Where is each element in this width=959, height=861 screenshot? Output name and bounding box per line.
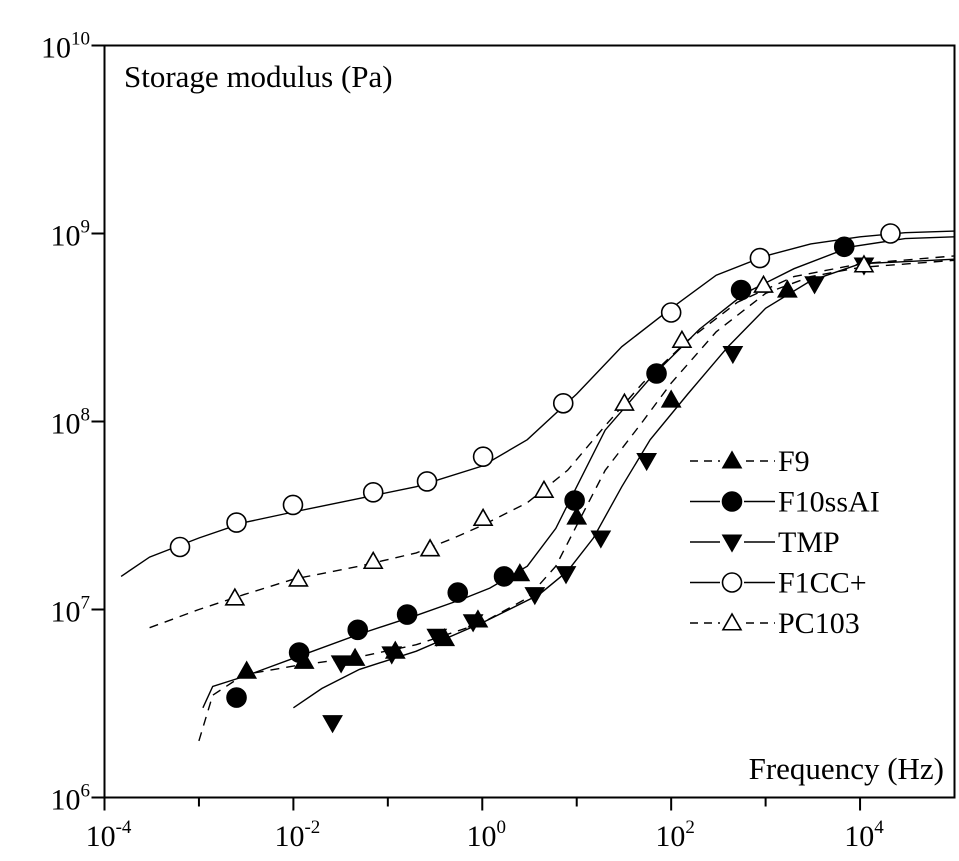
point-tmp-8 xyxy=(636,452,658,472)
point-tmp-6 xyxy=(555,566,577,585)
point-tmp-10 xyxy=(804,276,825,295)
point-tmp-0 xyxy=(322,715,343,734)
x-tick-label-4: 104 xyxy=(844,817,884,853)
point-f10ssai-7 xyxy=(646,363,667,384)
legend-marker-pc103 xyxy=(721,612,743,631)
legend-label-pc103: PC103 xyxy=(778,607,860,640)
point-f10ssai-3 xyxy=(396,604,418,625)
y-tick-label-8: 108 xyxy=(51,405,91,441)
legend-marker-f10ssai xyxy=(721,491,743,512)
point-pc103-8 xyxy=(753,274,774,293)
point-f1cc-2 xyxy=(282,494,304,516)
point-tmp-9 xyxy=(722,345,744,365)
point-tmp-7 xyxy=(590,530,612,549)
point-f1cc-7 xyxy=(660,302,682,323)
point-pc103-4 xyxy=(472,507,494,527)
legend-marker-f1cc xyxy=(721,572,743,593)
legend-item-f10ssai: F10ssAI xyxy=(690,486,880,519)
point-f10ssai-5 xyxy=(493,566,515,587)
legend-item-f1cc: F1CC+ xyxy=(690,567,867,600)
point-f1cc-5 xyxy=(472,446,494,467)
point-f1cc-1 xyxy=(226,512,247,533)
legend-label-f1cc: F1CC+ xyxy=(778,567,867,600)
point-tmp-5 xyxy=(524,587,546,606)
y-tick-label-7: 107 xyxy=(51,593,91,629)
y-tick-label-10: 1010 xyxy=(41,29,90,65)
x-tick-label-4: 10-4 xyxy=(86,817,132,853)
point-f1cc-0 xyxy=(169,536,191,558)
point-f9-7 xyxy=(566,506,588,525)
point-f9-9 xyxy=(776,279,798,298)
legend: F9 F10ssAI TMP F1CC+ PC103 xyxy=(690,445,880,640)
y-tick-label-9: 109 xyxy=(51,217,91,253)
axis-ticks xyxy=(91,44,862,811)
point-f10ssai-1 xyxy=(288,642,310,663)
y-tick-label-6: 106 xyxy=(51,781,91,817)
data-markers xyxy=(169,223,901,734)
x-axis-label: Frequency (Hz) xyxy=(749,751,944,786)
legend-label-f10ssai: F10ssAI xyxy=(778,486,880,519)
series-line-tmp xyxy=(293,258,955,709)
point-tmp-1 xyxy=(330,655,352,674)
point-f1cc-9 xyxy=(880,223,901,244)
point-f10ssai-8 xyxy=(730,279,752,301)
point-f10ssai-6 xyxy=(564,490,585,511)
point-f10ssai-9 xyxy=(833,236,855,258)
legend-item-pc103: PC103 xyxy=(690,607,860,640)
legend-label-f9: F9 xyxy=(778,445,810,478)
point-tmp-4 xyxy=(462,614,484,633)
plot-frame xyxy=(103,44,956,799)
point-f1cc-3 xyxy=(362,482,384,503)
point-f10ssai-2 xyxy=(347,619,369,641)
point-f1cc-6 xyxy=(552,392,574,414)
point-f10ssai-0 xyxy=(226,687,247,708)
legend-marker-tmp xyxy=(721,534,743,553)
point-pc103-6 xyxy=(614,392,635,411)
legend-item-tmp: TMP xyxy=(690,526,840,559)
point-pc103-5 xyxy=(533,479,555,498)
point-pc103-0 xyxy=(224,587,246,606)
point-pc103-3 xyxy=(419,538,441,557)
series-line-pc103 xyxy=(149,255,955,629)
legend-label-tmp: TMP xyxy=(778,526,840,559)
point-tmp-2 xyxy=(381,646,403,665)
x-tick-label-2: 10-2 xyxy=(274,817,320,853)
x-tick-label-0: 100 xyxy=(467,817,507,853)
point-f1cc-8 xyxy=(749,247,771,269)
point-pc103-7 xyxy=(671,329,693,348)
x-tick-label-2: 102 xyxy=(655,817,695,853)
point-f9-6 xyxy=(509,563,531,582)
point-f9-2 xyxy=(344,647,366,666)
point-f9-8 xyxy=(660,389,682,408)
point-pc103-1 xyxy=(288,568,309,587)
point-tmp-3 xyxy=(426,628,448,647)
legend-item-f9: F9 xyxy=(690,445,810,478)
point-pc103-9 xyxy=(853,254,875,273)
legend-marker-f9 xyxy=(721,450,743,469)
point-f1cc-4 xyxy=(416,471,438,492)
point-f10ssai-4 xyxy=(447,582,469,603)
tick-labels: 10-4 10-2 100 102 104 106 107 108 109 1010 xyxy=(41,29,884,854)
point-pc103-2 xyxy=(362,550,384,570)
y-axis-label: Storage modulus (Pa) xyxy=(124,59,393,94)
point-f9-0 xyxy=(236,660,258,679)
